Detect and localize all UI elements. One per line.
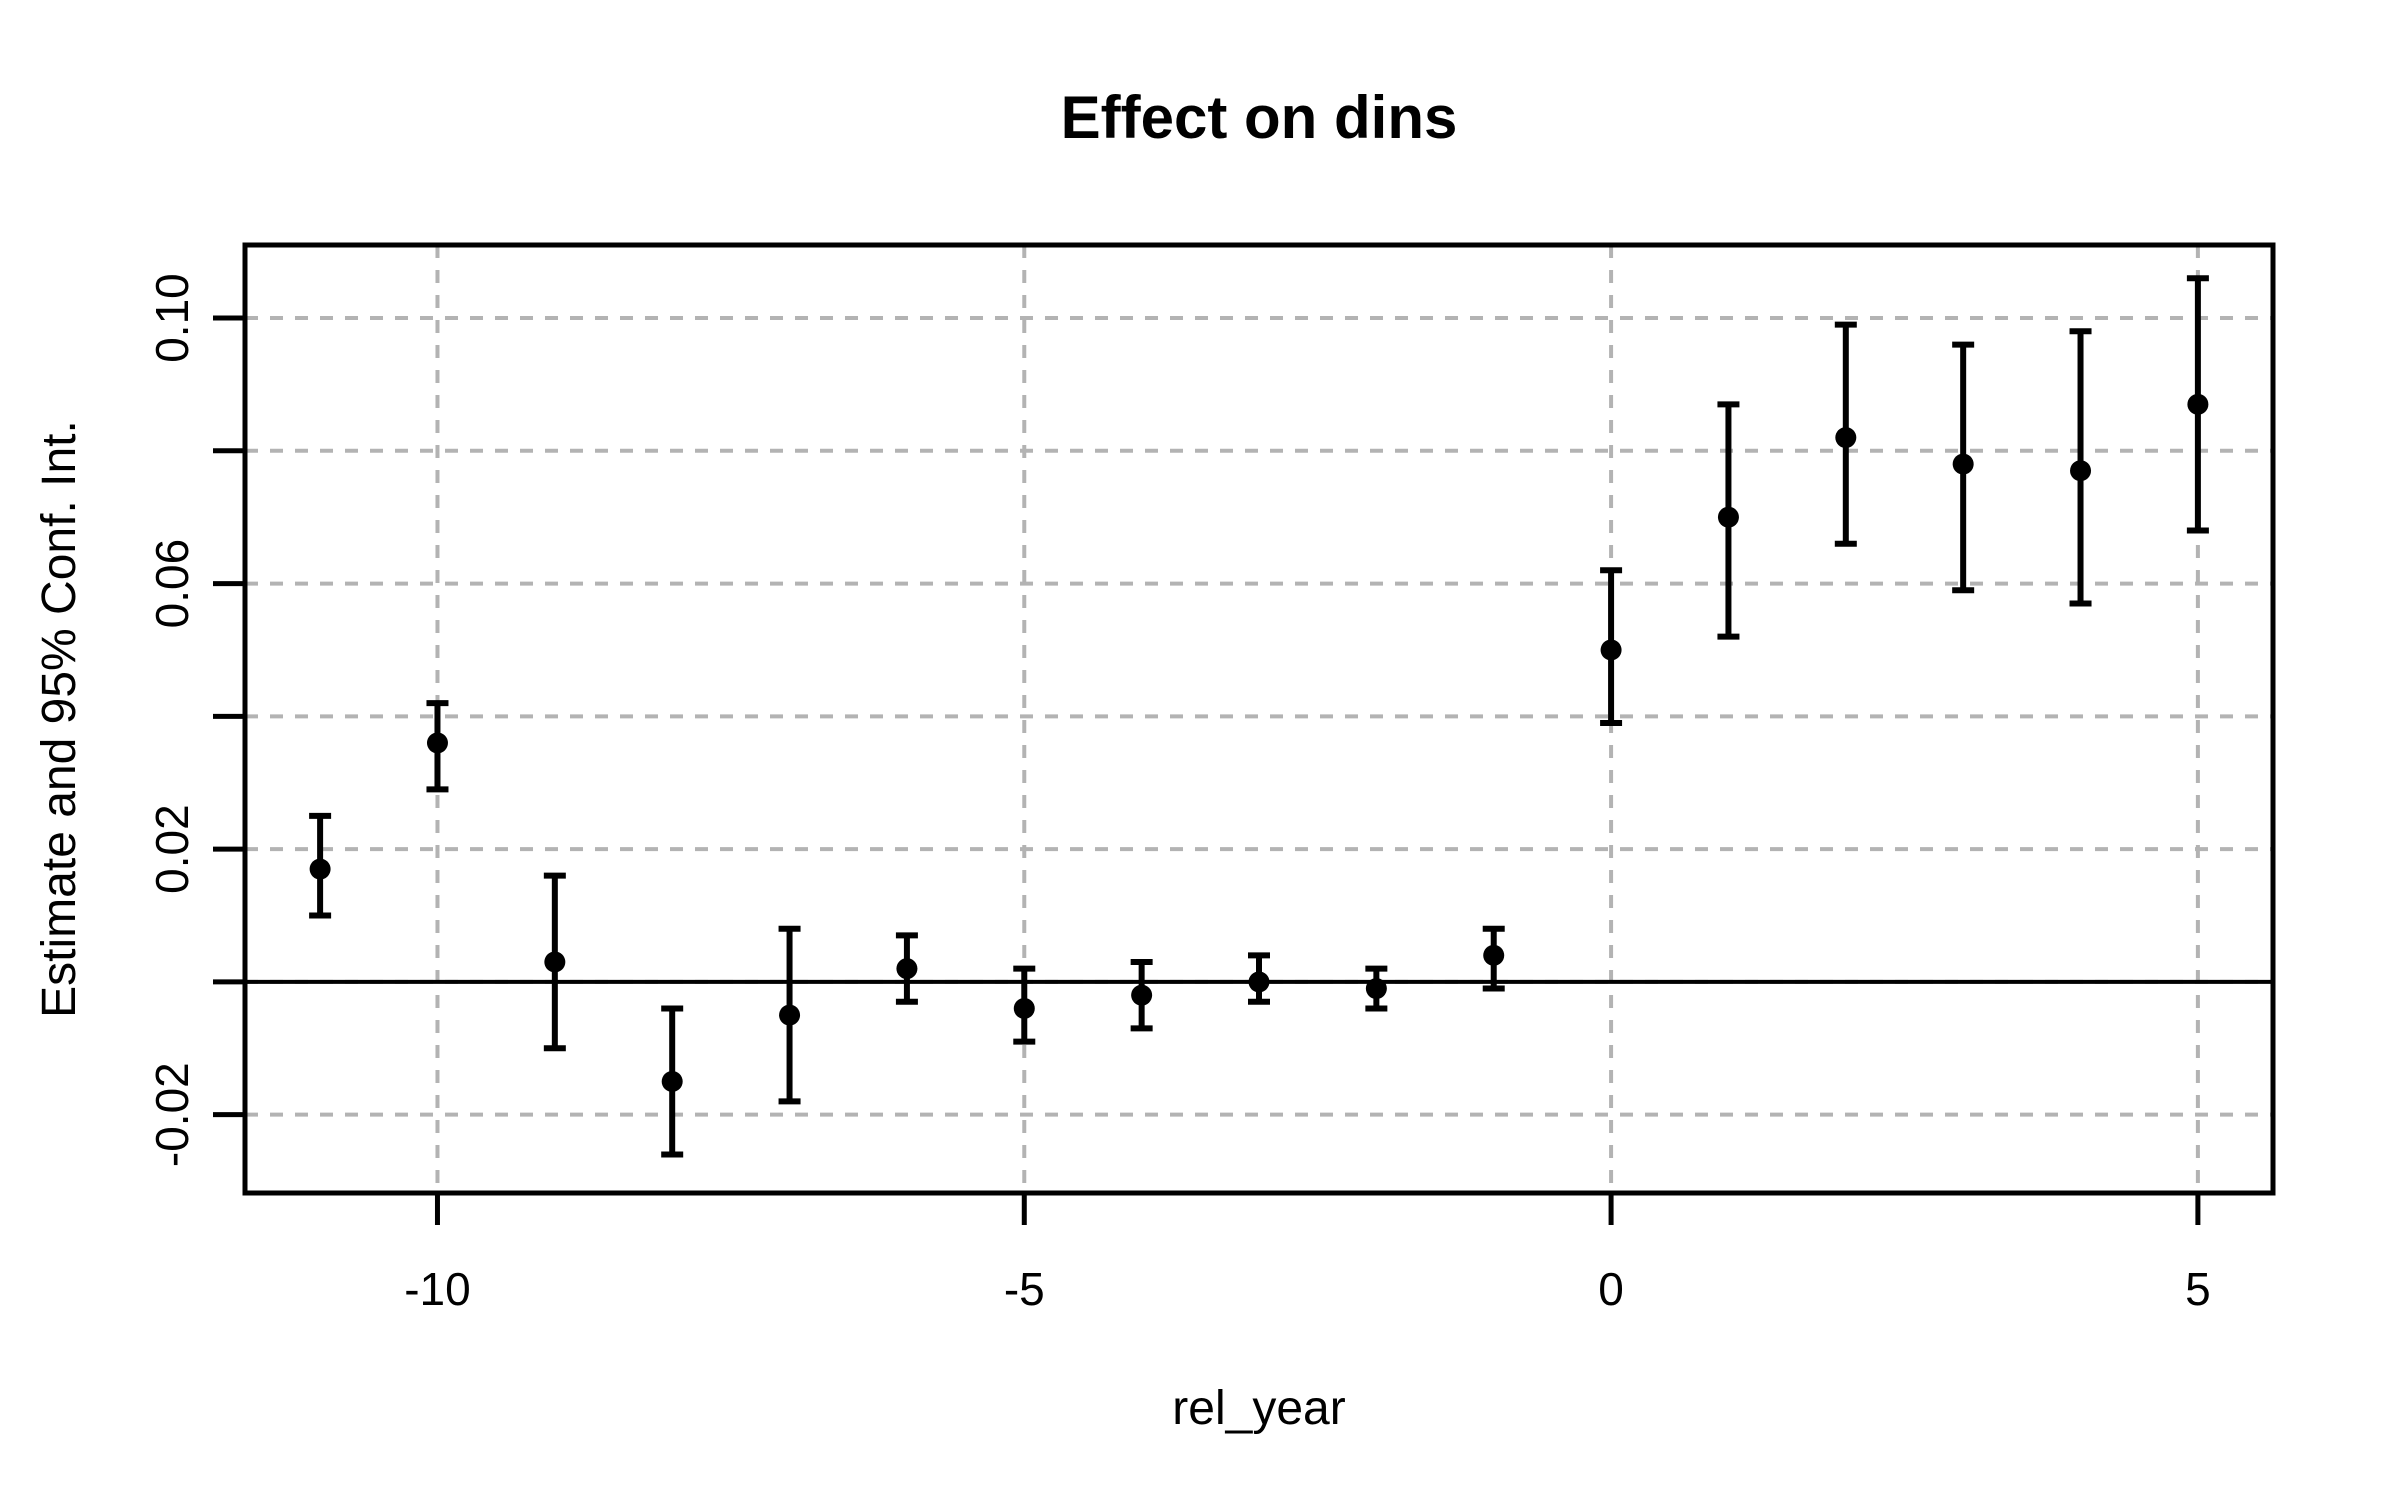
plot-box — [242, 242, 2276, 1196]
x-tick-label: -5 — [1004, 1263, 1045, 1315]
x-tick-label: 5 — [2185, 1263, 2211, 1315]
data-point — [544, 951, 566, 973]
data-point — [426, 732, 448, 754]
data-point — [2187, 393, 2209, 415]
data-point — [1835, 427, 1857, 449]
data-point — [2070, 460, 2092, 482]
y-tick-label: -0.02 — [146, 1062, 198, 1167]
x-axis-label: rel_year — [1172, 1382, 1346, 1435]
data-point — [661, 1070, 683, 1092]
data-point — [1365, 978, 1387, 1000]
data-point — [1483, 944, 1505, 966]
x-tick-label: 0 — [1598, 1263, 1624, 1315]
data-point — [1952, 453, 1974, 475]
data-point — [1717, 506, 1739, 528]
data-point — [779, 1004, 801, 1026]
data-point — [1131, 984, 1153, 1006]
y-tick-label: 0.06 — [146, 539, 198, 629]
data-point — [896, 958, 918, 980]
y-tick-label: 0.10 — [146, 273, 198, 363]
data-point — [1248, 971, 1270, 993]
data-point — [309, 858, 331, 880]
data-point — [1013, 997, 1035, 1019]
chart-title: Effect on dins — [1060, 84, 1458, 151]
y-axis-label: Estimate and 95% Conf. Int. — [33, 420, 86, 1018]
x-tick-label: -10 — [404, 1263, 470, 1315]
y-tick-label: 0.02 — [146, 804, 198, 894]
data-point — [1600, 639, 1622, 661]
